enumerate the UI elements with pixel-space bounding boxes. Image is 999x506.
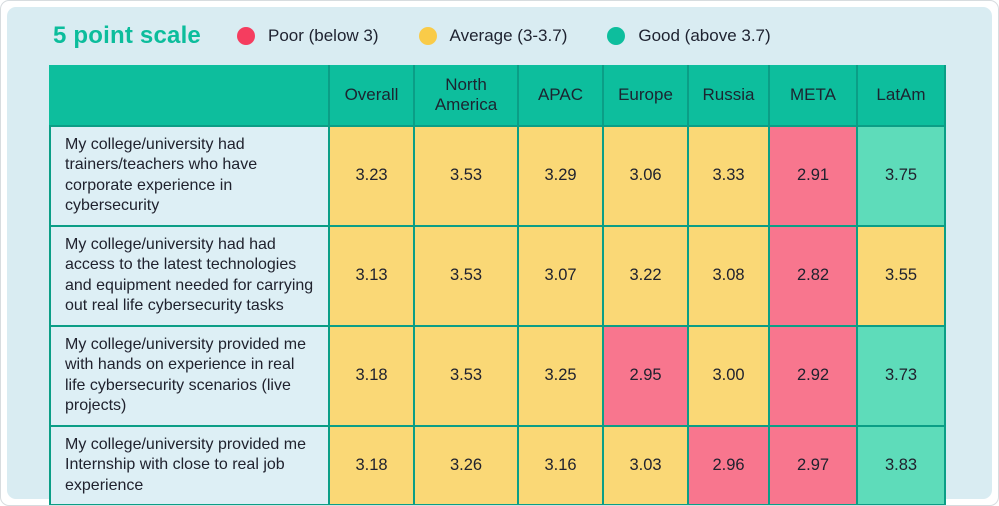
score-cell: 3.08	[687, 224, 770, 327]
column-header: Overall	[328, 65, 415, 127]
score-cell: 3.83	[856, 424, 946, 505]
column-header: Europe	[602, 65, 689, 127]
legend-label-good: Good (above 3.7)	[638, 26, 771, 45]
question-cell: My college/university provided me with h…	[49, 324, 330, 427]
chart-panel: 5 point scale Poor (below 3) Average (3-…	[7, 7, 992, 505]
score-cell: 3.06	[602, 125, 689, 227]
table-row: My college/university had had access to …	[49, 224, 946, 327]
score-cell: 3.25	[517, 324, 604, 427]
column-header: Russia	[687, 65, 770, 127]
column-header: APAC	[517, 65, 604, 127]
table-body: My college/university had trainers/teach…	[49, 125, 946, 505]
score-cell: 2.92	[768, 324, 858, 427]
score-cell: 3.53	[413, 224, 519, 327]
score-cell: 3.23	[328, 125, 415, 227]
score-cell: 3.03	[602, 424, 689, 505]
legend: Poor (below 3) Average (3-3.7) Good (abo…	[236, 26, 771, 46]
question-cell: My college/university had had access to …	[49, 224, 330, 327]
score-cell: 2.82	[768, 224, 858, 327]
score-cell: 3.07	[517, 224, 604, 327]
score-cell: 3.33	[687, 125, 770, 227]
header-strip: 5 point scale Poor (below 3) Average (3-…	[53, 15, 972, 57]
average-dot-icon	[418, 27, 437, 45]
column-header: LatAm	[856, 65, 946, 127]
score-cell: 3.53	[413, 324, 519, 427]
score-cell: 3.75	[856, 125, 946, 227]
legend-item-average: Average (3-3.7)	[418, 26, 568, 46]
good-dot-icon	[607, 27, 626, 45]
score-cell: 3.18	[328, 324, 415, 427]
scores-table-wrap: Overall North America APAC Europe Russia META…	[49, 65, 946, 505]
score-cell: 3.13	[328, 224, 415, 327]
table-row: My college/university had trainers/teach…	[49, 125, 946, 227]
score-cell: 3.18	[328, 424, 415, 505]
legend-item-good: Good (above 3.7)	[607, 26, 771, 46]
table-row: My college/university provided me Intern…	[49, 424, 946, 505]
score-cell: 3.00	[687, 324, 770, 427]
question-cell: My college/university had trainers/teach…	[49, 125, 330, 227]
poor-dot-icon	[236, 27, 255, 45]
score-cell: 3.73	[856, 324, 946, 427]
score-cell: 3.22	[602, 224, 689, 327]
score-cell: 3.16	[517, 424, 604, 505]
table-header: Overall North America APAC Europe Russia META…	[49, 65, 946, 127]
column-header: North America	[413, 65, 519, 127]
score-cell: 3.29	[517, 125, 604, 227]
column-header: META	[768, 65, 858, 127]
scores-table: Overall North America APAC Europe Russia META…	[49, 65, 946, 505]
score-cell: 3.55	[856, 224, 946, 327]
score-cell: 2.97	[768, 424, 858, 505]
legend-label-average: Average (3-3.7)	[449, 26, 568, 45]
score-cell: 3.53	[413, 125, 519, 227]
corner-cell	[49, 65, 330, 127]
score-cell: 2.91	[768, 125, 858, 227]
score-cell: 2.95	[602, 324, 689, 427]
legend-label-poor: Poor (below 3)	[267, 26, 379, 45]
question-cell: My college/university provided me Intern…	[49, 424, 330, 505]
score-cell: 3.26	[413, 424, 519, 505]
table-row: My college/university provided me with h…	[49, 324, 946, 427]
legend-item-poor: Poor (below 3)	[236, 26, 379, 46]
chart-title: 5 point scale	[53, 22, 201, 49]
score-cell: 2.96	[687, 424, 770, 505]
